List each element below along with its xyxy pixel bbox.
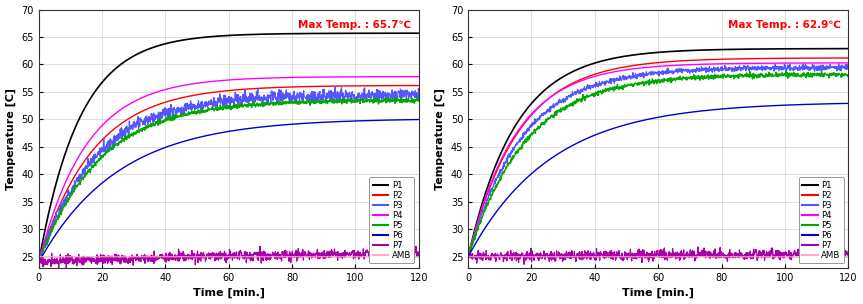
Text: Max Temp. : 62.9℃: Max Temp. : 62.9℃ <box>728 20 841 30</box>
Legend: P1, P2, P3, P4, P5, P6, P7, AMB: P1, P2, P3, P4, P5, P6, P7, AMB <box>369 177 414 264</box>
X-axis label: Time [min.]: Time [min.] <box>622 288 694 299</box>
Legend: P1, P2, P3, P4, P5, P6, P7, AMB: P1, P2, P3, P4, P5, P6, P7, AMB <box>798 177 844 264</box>
Text: Max Temp. : 65.7℃: Max Temp. : 65.7℃ <box>298 20 411 30</box>
Y-axis label: Temperature [C]: Temperature [C] <box>435 88 445 190</box>
X-axis label: Time [min.]: Time [min.] <box>192 288 265 299</box>
Y-axis label: Temperature [C]: Temperature [C] <box>5 88 16 190</box>
